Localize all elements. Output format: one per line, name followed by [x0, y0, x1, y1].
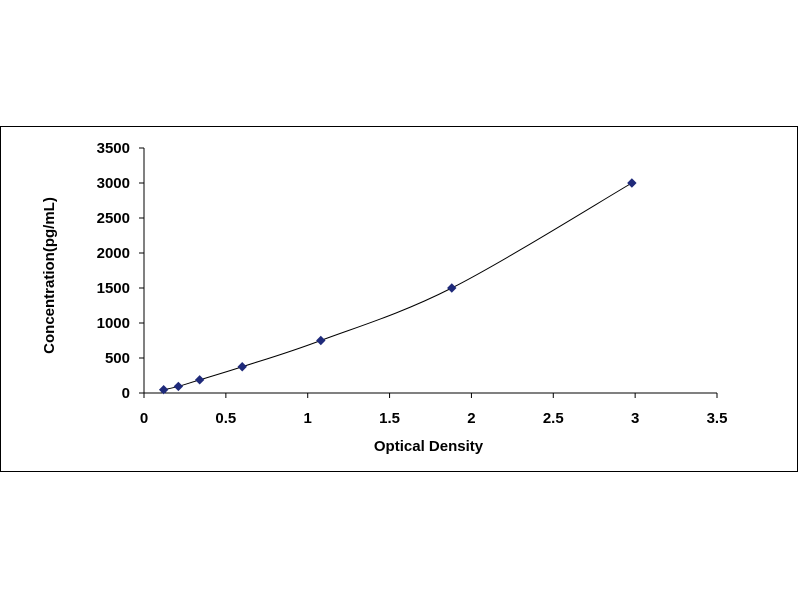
x-tick-label: 0.5	[215, 410, 236, 427]
x-axis-title: Optical Density	[374, 438, 484, 455]
x-tick-label: 3	[631, 410, 639, 427]
data-point	[194, 375, 205, 385]
y-tick-label: 1500	[97, 280, 130, 297]
y-tick-label: 3500	[97, 140, 130, 157]
x-tick-label: 1	[304, 410, 312, 427]
axes	[139, 147, 718, 398]
y-tick-label: 0	[122, 385, 130, 402]
x-tick-label: 0	[140, 410, 148, 427]
y-tick-labels: 0 500 1000 1500 2000 2500 3000 3500	[97, 140, 130, 402]
data-point	[447, 283, 457, 293]
x-tick-label: 2.5	[543, 410, 564, 427]
data-point	[316, 335, 326, 346]
x-tick-label: 2	[467, 410, 475, 427]
data-point	[173, 381, 184, 392]
data-point	[627, 178, 637, 188]
x-tick-label: 1.5	[379, 410, 400, 427]
fit-curve	[163, 182, 633, 391]
y-tick-label: 2500	[97, 210, 130, 227]
y-tick-label: 2000	[97, 245, 130, 262]
x-tick-labels: 0 0.5 1 1.5 2 2.5 3 3.5	[140, 410, 728, 427]
x-tick-label: 3.5	[707, 410, 728, 427]
data-points	[158, 178, 637, 395]
y-tick-label: 500	[105, 350, 130, 367]
y-tick-label: 1000	[97, 315, 130, 332]
data-point	[158, 385, 169, 395]
standard-curve-chart: 0 500 1000 1500 2000 2500 3000 3500 0 0.5 1 1.5 2 2.…	[41, 140, 728, 455]
y-tick-label: 3000	[97, 175, 130, 192]
data-point	[237, 362, 247, 372]
chart-frame: 0 500 1000 1500 2000 2500 3000 3500 0 0.5 1 1.5 2 2.…	[0, 126, 798, 472]
y-axis-title: Concentration(pg/mL)	[41, 197, 58, 354]
